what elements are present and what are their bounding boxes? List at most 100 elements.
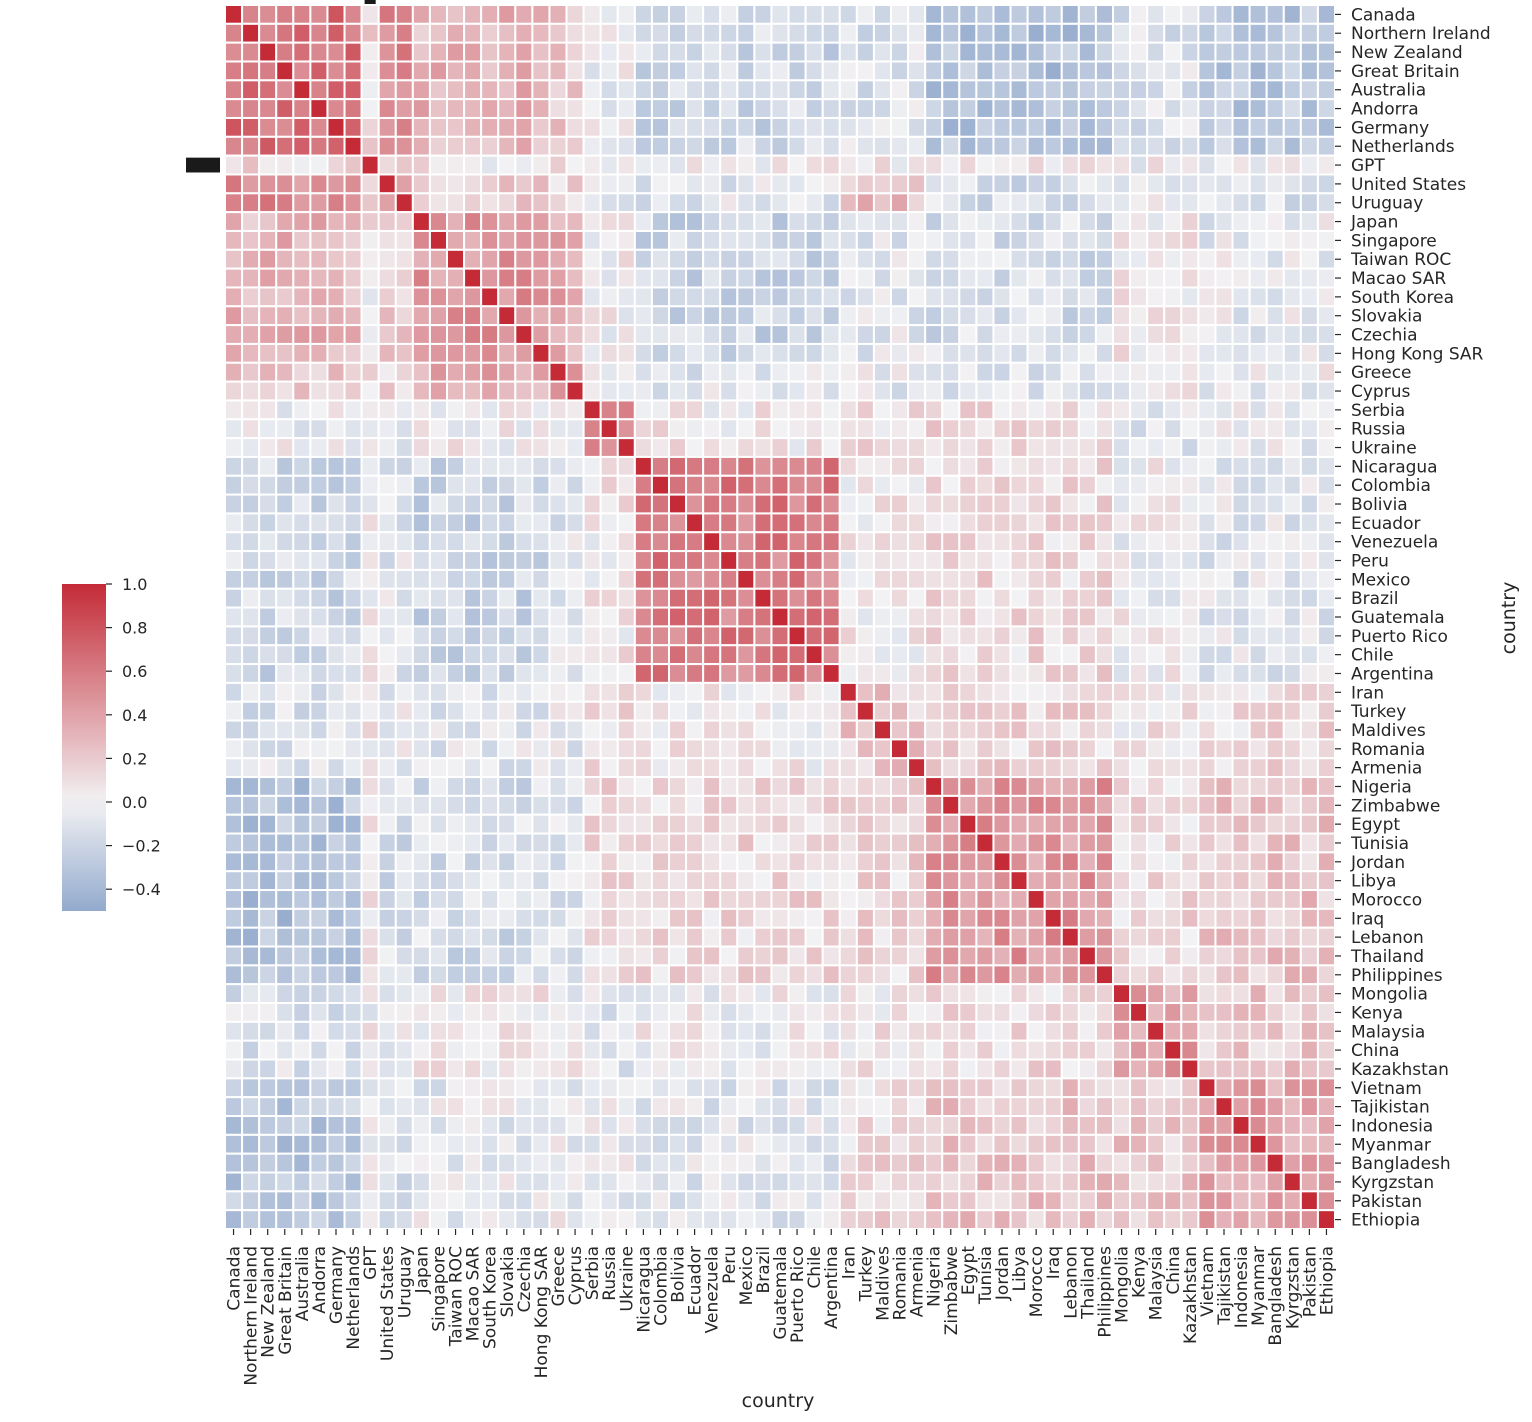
heatmap-cell [343,173,363,195]
heatmap-cell [531,361,551,383]
heatmap-cell [548,700,568,722]
heatmap-cell [1316,342,1337,364]
heatmap-cell [599,531,619,553]
heatmap-cell [1214,1039,1234,1061]
heatmap-cell [1316,22,1337,44]
heatmap-cell [309,60,329,82]
heatmap-cell [736,1209,756,1231]
heatmap-cell [804,926,824,948]
heatmap-cell [1112,493,1132,515]
heatmap-cell [736,851,756,873]
heatmap-cell [463,1039,483,1061]
heatmap-cell [1009,757,1029,779]
heatmap-cell [446,135,466,157]
heatmap-cell [719,98,739,119]
heatmap-cell [480,776,500,797]
heatmap-cell [872,267,892,289]
heatmap-cell [1248,267,1268,289]
heatmap-cell [1129,173,1149,195]
heatmap-cell [975,719,995,741]
heatmap-cell [292,719,312,741]
heatmap-cell [514,1058,534,1080]
heatmap-cell [1129,41,1149,63]
heatmap-cell [941,324,961,345]
heatmap-cell [975,455,995,477]
heatmap-cell [719,418,739,440]
heatmap-cell [1112,79,1132,101]
heatmap-cell [309,418,329,440]
heatmap-cell [941,418,961,440]
heatmap-cell [377,681,397,703]
heatmap-cell [855,1020,875,1042]
heatmap-cell [838,681,858,703]
heatmap-cell [1180,1039,1200,1061]
heatmap-cell [633,154,653,176]
heatmap-cell [309,493,329,515]
heatmap-cell [1060,983,1080,1005]
heatmap-cell [599,116,619,138]
heatmap-cell [685,79,705,101]
heatmap-cell [377,1058,397,1080]
heatmap-cell [958,154,978,176]
heatmap-cell [770,41,790,63]
heatmap-cell [343,1039,363,1061]
heatmap-cell [668,248,688,270]
heatmap-cell [394,192,414,214]
heatmap-cell [463,79,483,101]
heatmap-cell [616,832,636,854]
heatmap-cell [1316,116,1337,138]
heatmap-cell [1112,512,1132,534]
heatmap-cell [582,681,602,703]
heatmap-cell [924,229,944,251]
heatmap-cell [446,531,466,553]
heatmap-cell [616,1058,636,1080]
heatmap-cell [821,474,841,496]
y-tick-label: China [1351,1041,1400,1061]
heatmap-cell [292,493,312,515]
heatmap-cell [428,418,449,440]
heatmap-cell [685,757,705,779]
heatmap-cell [1129,794,1149,816]
heatmap-cell [787,776,807,797]
heatmap-cell [1043,738,1063,760]
heatmap-cell [258,248,278,270]
heatmap-cell [1043,813,1063,835]
x-tick-label: Macao SAR [464,1246,484,1341]
heatmap-cell [1146,531,1166,553]
heatmap-cell [1112,964,1132,986]
heatmap-cell [1129,399,1149,421]
x-tick-label: Taiwan ROC [447,1246,467,1347]
heatmap-cell [941,681,961,703]
heatmap-cell [377,663,397,684]
heatmap-cell [855,1002,875,1023]
heatmap-cell [975,418,995,440]
heatmap-cell [480,192,500,214]
heatmap-cell [1009,907,1029,929]
heatmap-cell [958,1171,978,1193]
heatmap-cell [343,945,363,967]
heatmap-cell [1282,60,1302,82]
heatmap-cell [907,1190,927,1212]
heatmap-cell [224,135,244,157]
heatmap-cell [941,889,961,910]
heatmap-cell [736,380,756,402]
heatmap-cell [1060,700,1080,722]
heatmap-cell [650,41,670,63]
heatmap-cell [1265,248,1285,270]
heatmap-cell [1043,1171,1063,1193]
heatmap-cell [1180,606,1200,628]
heatmap-cell [941,719,961,741]
heatmap-cell [753,493,773,515]
heatmap-cell [565,380,585,402]
heatmap-cell [565,644,585,666]
heatmap-cell [770,474,790,496]
heatmap-cell [616,437,636,458]
heatmap-cell [975,79,995,101]
heatmap-cell [924,135,944,157]
heatmap-cell [394,832,414,854]
heatmap-cell [514,211,534,232]
heatmap-cell [343,267,363,289]
heatmap-cell [872,587,892,609]
heatmap-cell [872,1171,892,1193]
heatmap-cell [446,418,466,440]
